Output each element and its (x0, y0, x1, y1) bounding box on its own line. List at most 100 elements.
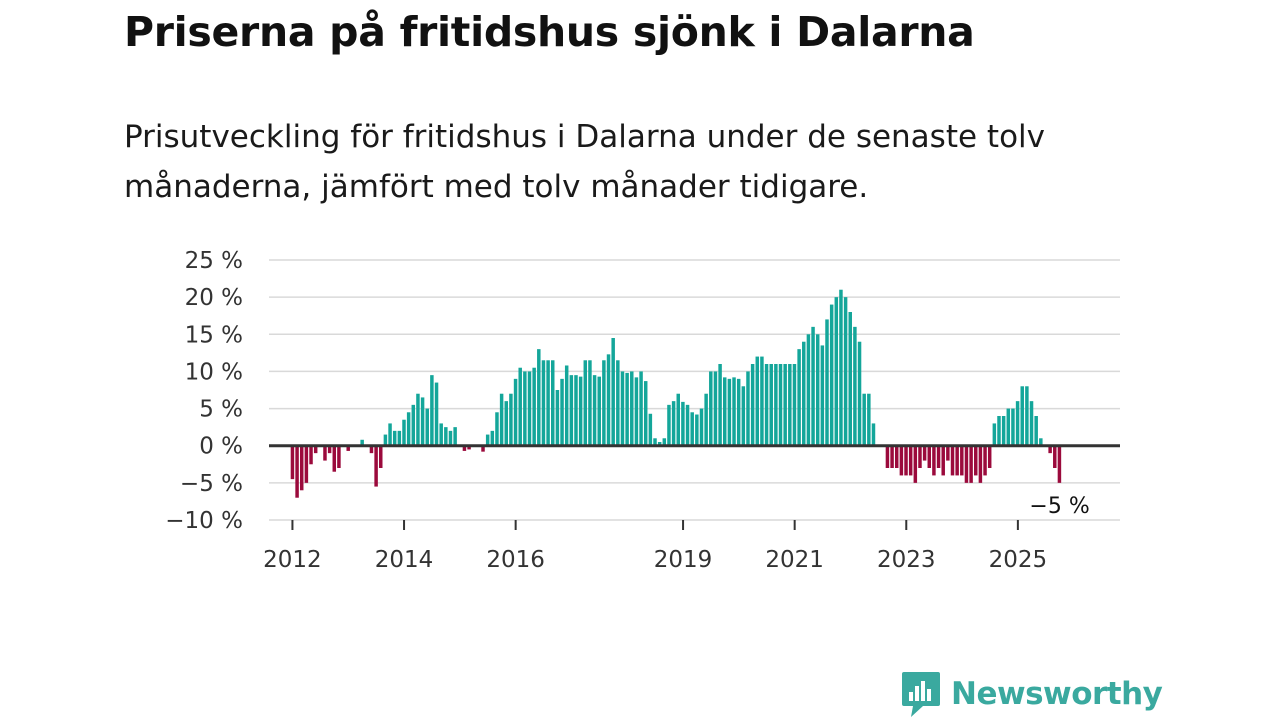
bar (964, 445, 969, 483)
bar (481, 445, 485, 452)
bar (597, 376, 601, 446)
bar (1053, 445, 1057, 468)
bar (918, 445, 922, 468)
bar (295, 445, 299, 498)
bar (444, 427, 448, 446)
bar (829, 304, 834, 446)
bar (871, 423, 876, 446)
bar (713, 371, 718, 446)
bar (709, 371, 713, 446)
bar (374, 445, 378, 487)
bar (788, 364, 792, 446)
bar (941, 445, 945, 476)
y-tick-label: −10 % (165, 508, 243, 534)
bar (815, 334, 820, 446)
bar (648, 413, 653, 446)
x-tick-label: 2014 (375, 547, 434, 573)
bar (578, 376, 583, 446)
bar (960, 445, 964, 476)
x-tick-label: 2012 (263, 547, 322, 573)
bar (922, 445, 927, 461)
bar (722, 377, 727, 446)
bars (290, 289, 1062, 498)
brand-logo: Newsworthy (901, 670, 1163, 718)
bar (518, 367, 522, 446)
bar (778, 364, 783, 446)
bar (676, 393, 680, 446)
y-tick-label: −5 % (180, 471, 243, 497)
bar (950, 445, 955, 476)
bar (867, 393, 871, 446)
y-tick-label: 25 % (185, 248, 243, 274)
bar (369, 445, 374, 454)
chart-title: Priserna på fritidshus sjönk i Dalarna (124, 8, 975, 56)
bar (299, 445, 304, 491)
bar (523, 371, 527, 446)
bar (997, 416, 1001, 446)
bar (774, 364, 778, 446)
bar (1025, 386, 1029, 446)
bar (453, 427, 457, 446)
bar (1039, 438, 1043, 446)
brand-name: Newsworthy (951, 676, 1163, 712)
bar (848, 312, 852, 446)
bar (839, 289, 843, 446)
bar (332, 445, 337, 472)
bar (583, 360, 588, 446)
bar (388, 423, 392, 446)
bar (346, 445, 350, 451)
bar (467, 445, 471, 450)
bar (862, 393, 866, 446)
bar (671, 401, 676, 446)
bar (704, 393, 708, 446)
bar (495, 412, 499, 446)
bar (736, 378, 741, 446)
bar (667, 404, 671, 446)
bar (657, 442, 662, 446)
bar (416, 393, 420, 446)
x-tick-label: 2025 (989, 547, 1048, 573)
bar (616, 360, 620, 446)
bar (783, 364, 787, 446)
bar (969, 445, 973, 483)
bar (462, 445, 467, 451)
bar (932, 445, 936, 476)
bar (439, 423, 443, 446)
last-value-annotation: −5 % (1029, 494, 1089, 519)
bar (555, 390, 560, 446)
y-tick-label: 10 % (185, 359, 243, 385)
bar (769, 364, 773, 446)
bar (1011, 408, 1015, 446)
y-tick-label: 15 % (185, 322, 243, 348)
bar (820, 345, 825, 446)
bar (1020, 386, 1024, 446)
bar (420, 397, 425, 446)
bar (397, 430, 402, 446)
labels: 25 % 20 % 15 % 10 % 5 % 0 % −5 % −10 % 2012 2014 2… (165, 248, 1089, 573)
bar (1001, 416, 1006, 446)
y-tick-label: 20 % (185, 285, 243, 311)
bar (853, 326, 857, 446)
x-tick-label: 2016 (486, 547, 545, 573)
bar (834, 297, 839, 446)
bar (983, 445, 987, 476)
bar (532, 367, 536, 446)
bar (430, 375, 434, 446)
bar (797, 349, 801, 446)
bar (425, 408, 429, 446)
bar (323, 445, 327, 461)
chart-subtitle: Prisutveckling för fritidshus i Dalarna … (124, 119, 1045, 205)
bar (857, 341, 862, 446)
bar (843, 297, 848, 446)
bar (541, 360, 546, 446)
bar (509, 393, 513, 446)
bar (309, 445, 313, 465)
bar (760, 356, 764, 446)
x-tick-label: 2023 (877, 547, 936, 573)
bar (1034, 416, 1038, 446)
bar (411, 404, 416, 446)
bar (602, 360, 606, 446)
y-tick-label: 5 % (199, 397, 243, 423)
bar (913, 445, 918, 483)
bar (681, 401, 685, 446)
